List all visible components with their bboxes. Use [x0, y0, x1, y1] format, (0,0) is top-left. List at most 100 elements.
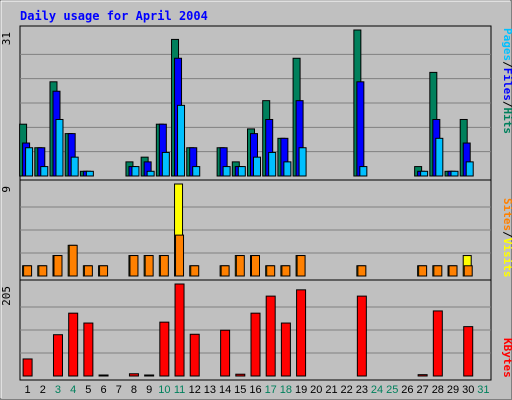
bar-pages-day-30	[465, 161, 474, 177]
bar-kbytes-day-17	[265, 295, 276, 377]
x-tick-day-7: 7	[116, 384, 122, 396]
bar-pages-day-23	[359, 166, 368, 177]
x-tick-day-4: 4	[70, 384, 76, 396]
bar-sites-day-17	[266, 265, 276, 277]
panel-top-max-label: 31	[0, 32, 13, 45]
bar-sites-day-3	[53, 255, 63, 277]
bar-pages-day-14	[222, 166, 231, 177]
x-tick-day-18: 18	[280, 384, 292, 396]
x-tick-day-28: 28	[432, 384, 444, 396]
legend-kbytes: KBytes	[501, 338, 512, 378]
bar-pages-day-12	[192, 166, 201, 177]
panel-middle-max-label: 9	[0, 186, 13, 193]
chart-title: Daily usage for April 2004	[20, 9, 208, 23]
x-tick-day-6: 6	[101, 384, 107, 396]
x-tick-day-10: 10	[158, 384, 170, 396]
x-tick-day-21: 21	[325, 384, 337, 396]
panel-bottom-max-label: 205	[0, 286, 13, 306]
bar-sites-day-19	[296, 255, 306, 277]
legend-visits: Visits	[501, 238, 512, 278]
bar-kbytes-day-23	[356, 295, 367, 377]
bar-sites-day-27	[418, 265, 428, 277]
bar-sites-day-10	[159, 255, 169, 277]
bar-pages-day-18	[283, 161, 292, 177]
bar-kbytes-day-4	[68, 312, 79, 377]
legend-hits: Hits	[501, 108, 512, 135]
legend-separator: /	[501, 101, 512, 108]
bar-kbytes-day-27	[417, 374, 428, 377]
x-tick-day-12: 12	[189, 384, 201, 396]
bar-pages-day-9	[146, 170, 155, 177]
x-tick-day-27: 27	[417, 384, 429, 396]
bar-sites-day-2	[38, 265, 48, 277]
bar-sites-day-6	[99, 265, 109, 277]
bar-sites-day-28	[433, 265, 443, 277]
legend-middle: Sites/Visits	[501, 198, 512, 278]
bar-pages-day-5	[85, 170, 94, 177]
bar-sites-day-9	[144, 255, 154, 277]
legend-top: Pages/Files/Hits	[501, 28, 512, 134]
bar-kbytes-day-11	[174, 283, 185, 377]
bar-files-day-23	[356, 81, 365, 177]
x-tick-day-1: 1	[25, 384, 31, 396]
bar-kbytes-day-10	[159, 321, 170, 377]
bar-pages-day-29	[450, 170, 459, 177]
bar-kbytes-day-3	[52, 334, 63, 377]
x-tick-day-25: 25	[386, 384, 398, 396]
bar-pages-day-3	[55, 118, 64, 177]
x-axis-labels: 1 2 3 4 5 6 7 8 9 10 11 12 13 14 15 16 17 18 19 20 21 22 23 24 2…	[25, 384, 490, 396]
x-tick-day-16: 16	[249, 384, 261, 396]
bar-kbytes-day-14	[220, 329, 231, 377]
x-tick-day-24: 24	[371, 384, 383, 396]
bar-kbytes-day-6	[98, 374, 109, 377]
bar-pages-day-15	[237, 166, 246, 177]
bar-pages-day-2	[40, 166, 49, 177]
x-tick-day-17: 17	[265, 384, 277, 396]
bar-kbytes-day-30	[463, 326, 474, 377]
bar-sites-day-11	[175, 234, 185, 277]
legend-sites: Sites	[501, 198, 512, 231]
legend-separator: /	[501, 231, 512, 238]
bar-pages-day-17	[268, 151, 277, 177]
bar-sites-day-1	[23, 265, 33, 277]
bar-pages-day-1	[25, 147, 34, 177]
bar-sites-day-15	[235, 255, 245, 277]
bar-sites-day-16	[251, 255, 260, 277]
bar-kbytes-day-1	[22, 358, 33, 377]
bar-sites-day-23	[357, 265, 367, 277]
bar-kbytes-day-8	[128, 373, 139, 377]
bar-pages-day-4	[70, 156, 79, 177]
chart-panels: 31 9 205	[0, 25, 492, 381]
bar-sites-day-12	[190, 265, 200, 277]
bar-pages-day-28	[435, 137, 444, 177]
bar-pages-day-8	[131, 166, 140, 177]
x-tick-day-3: 3	[55, 384, 61, 396]
legend-separator: /	[501, 61, 512, 68]
bar-sites-day-14	[220, 265, 230, 277]
bar-sites-day-29	[448, 265, 458, 277]
bar-sites-day-5	[83, 265, 93, 277]
bar-pages-day-27	[420, 170, 429, 177]
x-tick-day-11: 11	[174, 384, 185, 396]
bar-pages-day-10	[161, 151, 170, 177]
bar-sites-day-30	[463, 265, 473, 277]
x-tick-day-22: 22	[341, 384, 353, 396]
x-tick-day-13: 13	[204, 384, 216, 396]
legend-bottom: KBytes	[501, 338, 512, 378]
legend-pages: Pages	[501, 28, 512, 61]
x-tick-day-30: 30	[462, 384, 474, 396]
bar-pages-day-11	[177, 104, 186, 177]
bar-sites-day-8	[129, 255, 139, 277]
x-tick-day-26: 26	[401, 384, 413, 396]
x-tick-day-8: 8	[131, 384, 137, 396]
x-tick-day-31: 31	[477, 384, 489, 396]
bar-kbytes-day-5	[83, 322, 94, 377]
bar-sites-day-4	[68, 244, 78, 277]
x-tick-day-19: 19	[295, 384, 307, 396]
x-tick-day-5: 5	[85, 384, 91, 396]
x-tick-day-2: 2	[40, 384, 46, 396]
x-tick-day-23: 23	[356, 384, 368, 396]
bar-kbytes-day-19	[296, 289, 307, 377]
